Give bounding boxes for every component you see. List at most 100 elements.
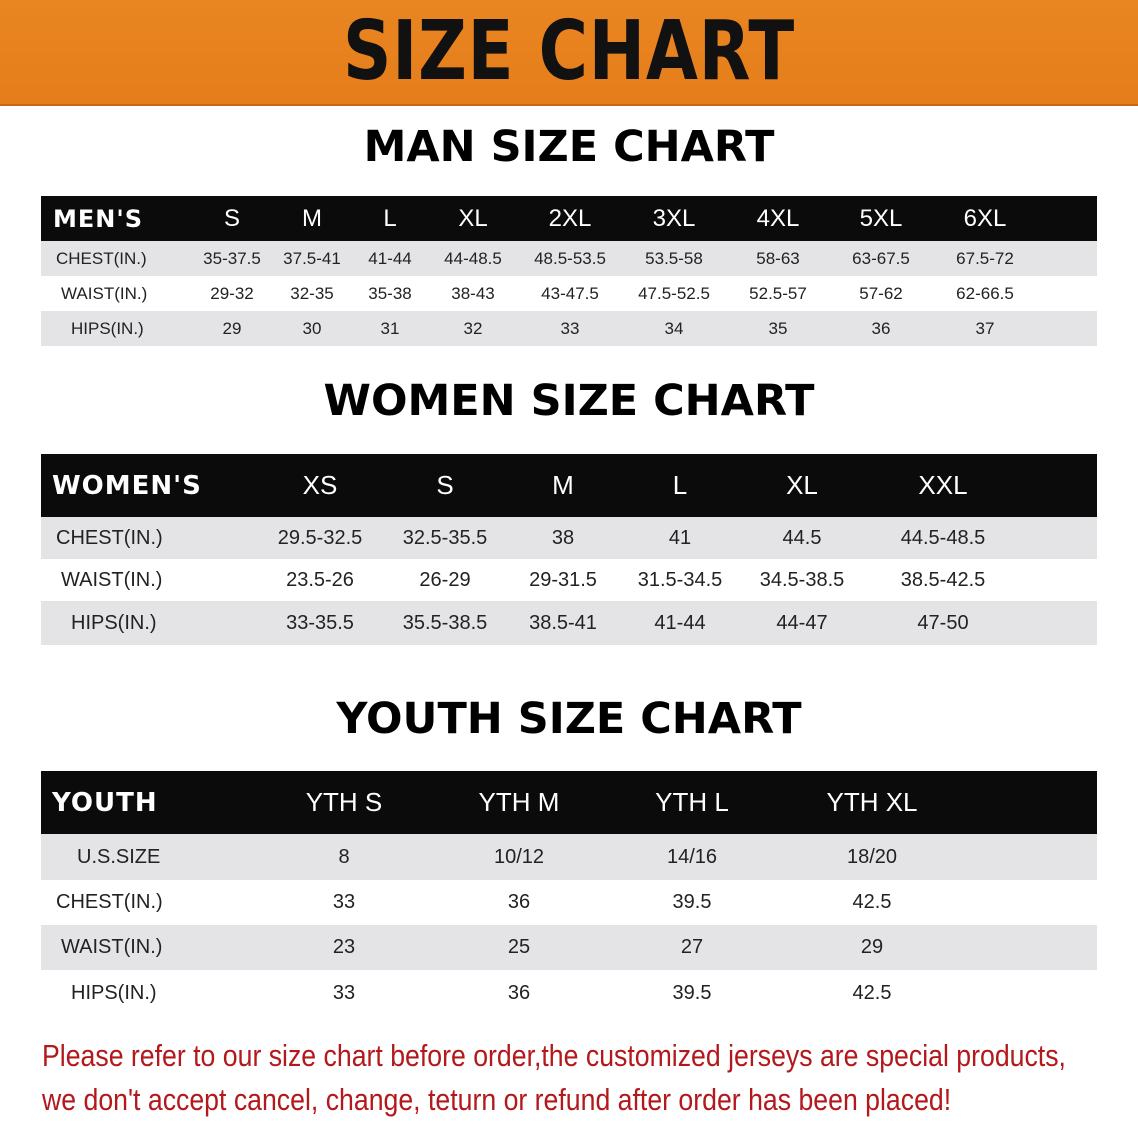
table-cell: 36 — [871, 318, 891, 338]
table-cell: 38 — [551, 526, 575, 549]
notice-line-2: we don't accept cancel, change, teturn o… — [42, 1082, 952, 1117]
table-cell: 14/16 — [666, 845, 718, 868]
table-cell: 44.5 — [782, 526, 822, 549]
main-title: SIZE CHART — [342, 4, 796, 99]
measure-label: CHEST(IN.) — [56, 526, 163, 549]
youth-section-title: YOUTH SIZE CHART — [336, 694, 802, 744]
table-cell: 29.5-32.5 — [277, 526, 363, 549]
table-cell: 23.5-26 — [286, 568, 354, 591]
table-cell: 29-31.5 — [529, 568, 597, 591]
table-header-row: YOUTH YTH S YTH M YTH L YTH XL — [41, 771, 1097, 834]
size-header-cell: L — [672, 470, 688, 500]
table-title-cell: MEN'S — [53, 204, 143, 233]
table-cell: 31 — [380, 318, 400, 338]
table-row: HIPS(IN.) 29 30 31 32 33 34 35 36 37 — [41, 311, 1097, 346]
table-cell: 43-47.5 — [541, 283, 599, 303]
table-cell: 38.5-41 — [529, 611, 597, 634]
size-header-cell: 4XL — [756, 204, 800, 232]
table-cell: 35 — [768, 318, 788, 338]
table-row: WAIST(IN.) 29-32 32-35 35-38 38-43 43-47.5 47.… — [41, 276, 1097, 311]
table-cell: 38-43 — [451, 283, 495, 303]
measure-label: CHEST(IN.) — [56, 248, 147, 268]
measure-label: WAIST(IN.) — [61, 936, 163, 958]
banner: SIZE CHART — [0, 0, 1138, 106]
size-header-cell: YTH L — [655, 787, 729, 817]
table-cell: 47.5-52.5 — [638, 283, 710, 303]
table-cell: 27 — [680, 936, 704, 958]
size-header-cell: 3XL — [652, 204, 696, 232]
table-cell: 38.5-42.5 — [900, 568, 986, 591]
table-cell: 35-37.5 — [203, 248, 261, 268]
men-section-title: MAN SIZE CHART — [363, 122, 775, 172]
table-cell: 26-29 — [419, 568, 471, 591]
measure-label: HIPS(IN.) — [71, 611, 157, 634]
table-cell: 62-66.5 — [956, 283, 1014, 303]
table-cell: 31.5-34.5 — [637, 568, 723, 591]
table-cell: 67.5-72 — [956, 248, 1014, 268]
table-cell: 44-48.5 — [444, 248, 502, 268]
table-cell: 48.5-53.5 — [534, 248, 606, 268]
table-cell: 18/20 — [846, 845, 898, 868]
size-header-cell: YTH XL — [826, 787, 918, 817]
table-row: CHEST(IN.) 33 36 39.5 42.5 — [41, 880, 1097, 925]
table-cell: 36 — [507, 891, 531, 913]
measure-label: WAIST(IN.) — [61, 568, 163, 591]
size-header-cell: L — [383, 204, 397, 232]
size-header-cell: S — [436, 470, 454, 500]
size-header-cell: S — [223, 204, 241, 232]
table-cell: 58-63 — [756, 248, 800, 268]
table-row: HIPS(IN.) 33 36 39.5 42.5 — [41, 970, 1097, 1016]
table-cell: 39.5 — [672, 981, 712, 1004]
table-cell: 37.5-41 — [283, 248, 341, 268]
table-cell: 25 — [507, 936, 531, 958]
table-cell: 35.5-38.5 — [402, 611, 488, 634]
table-cell: 10/12 — [493, 845, 545, 868]
table-cell: 32.5-35.5 — [402, 526, 488, 549]
table-cell: 42.5 — [852, 891, 892, 913]
size-header-cell: 2XL — [548, 204, 592, 232]
table-cell: 35-38 — [368, 283, 412, 303]
table-cell: 33 — [332, 891, 356, 913]
table-cell: 34.5-38.5 — [759, 568, 845, 591]
measure-label: U.S.SIZE — [77, 845, 161, 868]
table-row: CHEST(IN.) 29.5-32.5 32.5-35.5 38 41 44.5 44.5… — [41, 517, 1097, 559]
size-header-cell: XL — [786, 470, 818, 500]
table-cell: 57-62 — [859, 283, 903, 303]
measure-label: CHEST(IN.) — [56, 891, 163, 913]
table-title-cell: WOMEN'S — [52, 470, 202, 501]
table-row: CHEST(IN.) 35-37.5 37.5-41 41-44 44-48.5 48.5… — [41, 241, 1097, 276]
size-header-cell: XL — [458, 204, 488, 232]
table-cell: 8 — [338, 845, 350, 868]
table-cell: 29-32 — [210, 283, 254, 303]
table-cell: 34 — [664, 318, 684, 338]
table-row: WAIST(IN.) 23 25 27 29 — [41, 925, 1097, 970]
table-header-row: MEN'S S M L XL 2XL 3XL 4XL 5XL 6XL — [41, 196, 1097, 241]
table-cell: 32 — [463, 318, 483, 338]
table-cell: 33 — [560, 318, 580, 338]
table-cell: 23 — [332, 936, 356, 958]
table-cell: 41-44 — [368, 248, 412, 268]
table-cell: 29 — [222, 318, 242, 338]
size-header-cell: YTH S — [305, 787, 383, 817]
size-header-cell: XS — [302, 470, 338, 500]
table-cell: 63-67.5 — [852, 248, 910, 268]
measure-label: HIPS(IN.) — [71, 981, 157, 1004]
size-header-cell: XXL — [918, 470, 968, 500]
table-cell: 42.5 — [852, 981, 892, 1004]
table-cell: 44-47 — [776, 611, 828, 634]
table-cell: 33 — [332, 981, 356, 1004]
table-cell: 32-35 — [290, 283, 334, 303]
table-cell: 29 — [860, 936, 884, 958]
table-cell: 39.5 — [672, 891, 712, 913]
table-cell: 30 — [302, 318, 322, 338]
table-row: U.S.SIZE 8 10/12 14/16 18/20 — [41, 834, 1097, 880]
measure-label: WAIST(IN.) — [61, 283, 148, 303]
table-cell: 41-44 — [654, 611, 706, 634]
table-title-cell: YOUTH — [52, 787, 158, 818]
table-row: WAIST(IN.) 23.5-26 26-29 29-31.5 31.5-34.5 34… — [41, 559, 1097, 601]
table-cell: 47-50 — [917, 611, 969, 634]
table-cell: 44.5-48.5 — [900, 526, 986, 549]
table-row: HIPS(IN.) 33-35.5 35.5-38.5 38.5-41 41-44 44-… — [41, 601, 1097, 645]
notice-line-1: Please refer to our size chart before or… — [42, 1038, 1066, 1073]
table-cell: 33-35.5 — [286, 611, 354, 634]
